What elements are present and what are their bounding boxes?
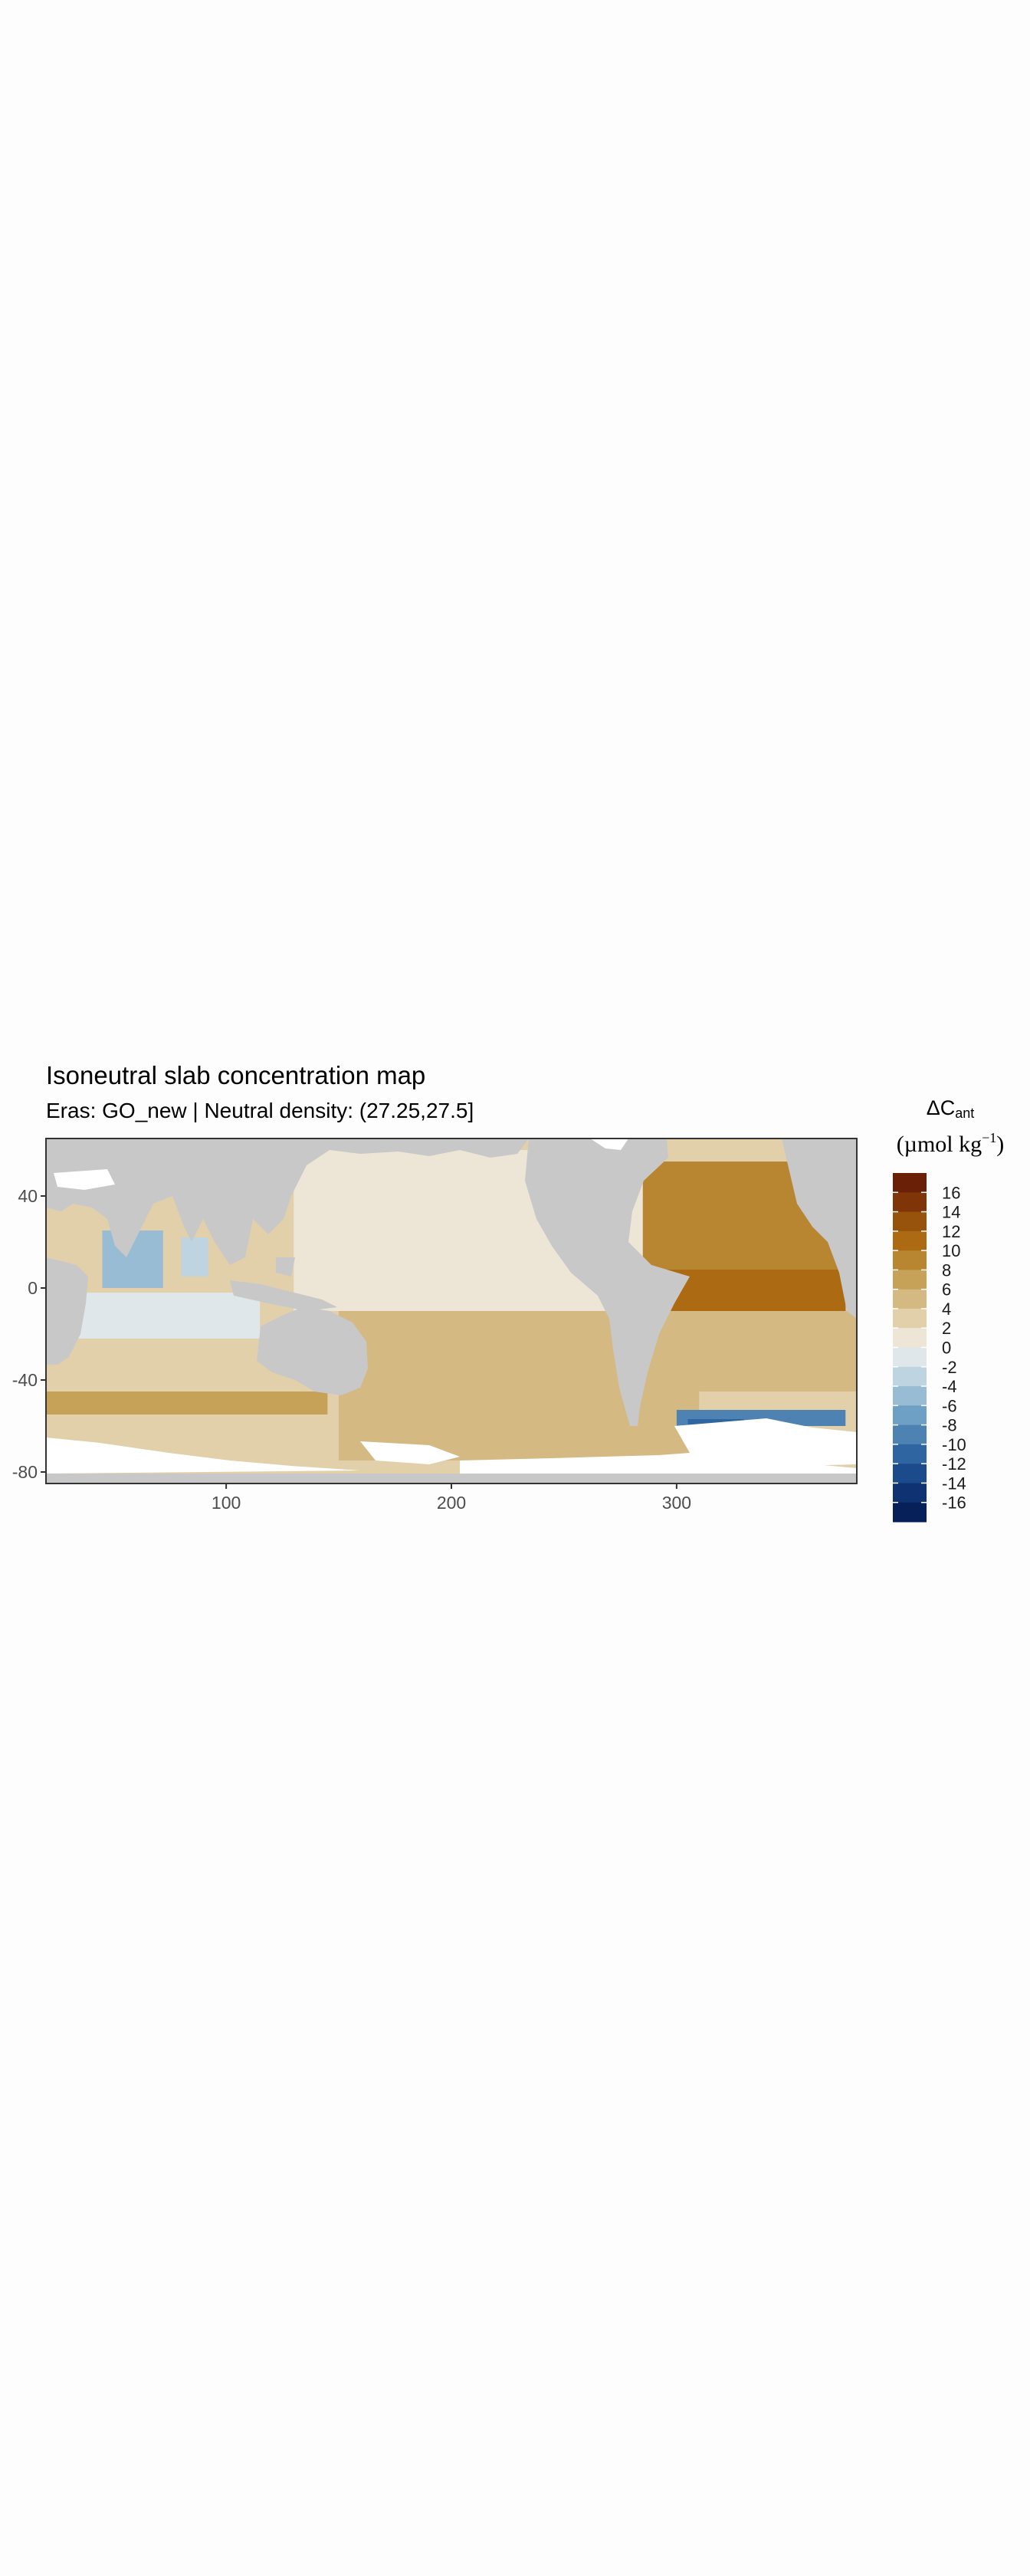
- legend-unit-sup: −1: [982, 1130, 997, 1145]
- legend-label: -14: [942, 1474, 966, 1493]
- land-maritime-continent: [230, 1257, 337, 1311]
- legend-swatch: [893, 1405, 927, 1426]
- map-panel: [46, 1138, 857, 1484]
- legend-swatch: [893, 1211, 927, 1232]
- legend-swatch: [893, 1289, 927, 1309]
- data-region-7: [676, 1311, 857, 1392]
- legend-label: -16: [942, 1493, 966, 1513]
- data-region-5: [665, 1270, 846, 1311]
- y-tick-label: 40: [18, 1186, 38, 1206]
- legend-unit-prefix: (µmol kg: [896, 1132, 982, 1157]
- legend-label: -2: [942, 1358, 957, 1377]
- legend-swatch: [893, 1328, 927, 1348]
- legend-label: 4: [942, 1300, 951, 1319]
- data-region-3: [46, 1392, 328, 1414]
- land-australia: [257, 1307, 368, 1395]
- data-region-8: [57, 1293, 261, 1339]
- y-tick-label: -80: [12, 1462, 38, 1482]
- chart-title: Isoneutral slab concentration map: [46, 1061, 426, 1089]
- legend-label: 16: [942, 1183, 960, 1202]
- legend-swatch: [893, 1444, 927, 1464]
- legend-swatch: [893, 1464, 927, 1484]
- legend-label: 6: [942, 1280, 951, 1300]
- legend-title-unit: (µmol kg−1): [874, 1130, 1027, 1158]
- legend-swatch: [893, 1308, 927, 1329]
- legend-swatch: [893, 1173, 927, 1193]
- x-tick-label: 300: [662, 1493, 691, 1513]
- legend-swatch: [893, 1250, 927, 1270]
- y-axis: 40 0 -40 -80: [12, 1186, 46, 1482]
- legend-swatch: [893, 1386, 927, 1406]
- legend-label: -4: [942, 1377, 957, 1396]
- legend-label: 8: [942, 1260, 951, 1280]
- nodata-ross: [360, 1441, 460, 1464]
- legend-label: 2: [942, 1319, 951, 1338]
- x-tick-label: 200: [437, 1493, 466, 1513]
- legend-label: -6: [942, 1396, 957, 1415]
- legend-label: 12: [942, 1222, 960, 1241]
- legend-swatch: [893, 1424, 927, 1445]
- legend-swatch: [893, 1347, 927, 1368]
- y-tick-label: -40: [12, 1370, 38, 1390]
- legend-label: -12: [942, 1454, 966, 1474]
- nodata-antarctic-shelf: [46, 1438, 857, 1474]
- legend-swatch: [893, 1366, 927, 1387]
- legend-label: 10: [942, 1241, 960, 1260]
- nodata-weddell: [674, 1418, 857, 1466]
- x-tick-label: 100: [212, 1493, 241, 1513]
- data-region-10: [181, 1237, 208, 1276]
- legend-symbol-sub: ant: [955, 1106, 975, 1121]
- legend-swatch: [893, 1270, 927, 1290]
- legend-swatch: [893, 1230, 927, 1251]
- legend-swatch: [893, 1502, 927, 1523]
- nodata-arctic: [590, 1138, 628, 1150]
- legend-unit-suffix: ): [996, 1132, 1005, 1157]
- land-eurasia: [46, 1138, 529, 1265]
- legend-label: -10: [942, 1435, 966, 1454]
- land-antarctica: [46, 1474, 857, 1484]
- land-americas: [525, 1138, 690, 1426]
- x-axis: 100 200 300: [212, 1484, 691, 1513]
- legend-label: 0: [942, 1339, 951, 1358]
- legend-symbol: ΔC: [926, 1096, 956, 1119]
- legend-label: 14: [942, 1203, 960, 1222]
- nodata-mediterranean: [54, 1169, 115, 1190]
- land-masses: [46, 1138, 857, 1484]
- legend-label: -8: [942, 1416, 957, 1435]
- y-tick-label: 0: [28, 1278, 38, 1298]
- legend-swatch: [893, 1192, 927, 1213]
- nodata-areas: [46, 1138, 857, 1474]
- chart-subtitle: Eras: GO_new | Neutral density: (27.25,2…: [46, 1099, 474, 1122]
- legend-title-symbol: ΔCant: [881, 1096, 1019, 1122]
- legend-swatch: [893, 1483, 927, 1503]
